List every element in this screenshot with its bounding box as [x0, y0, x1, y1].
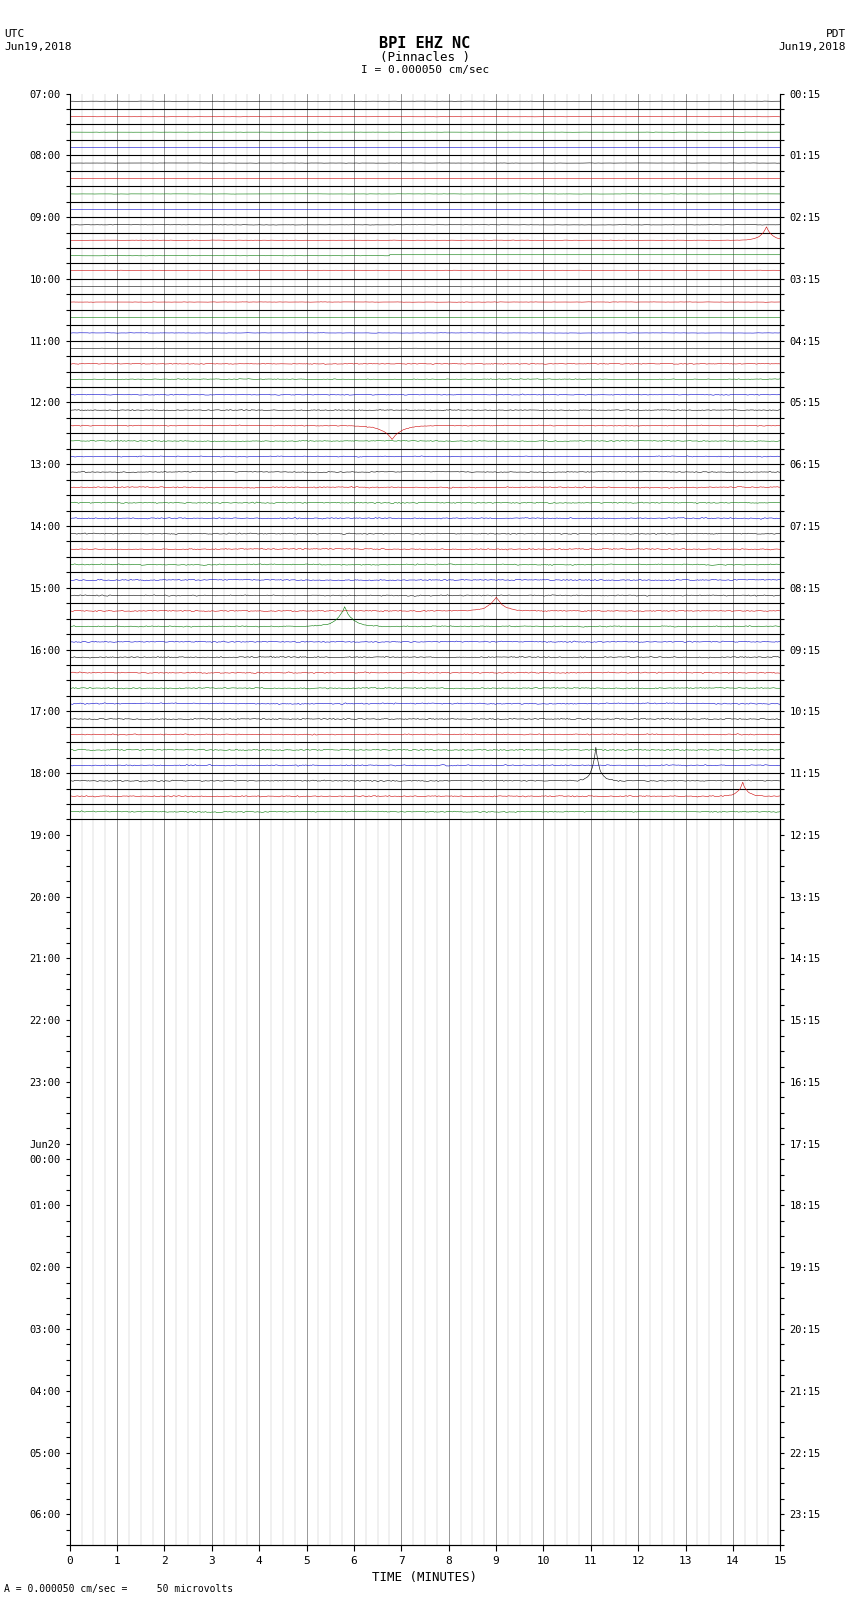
Text: PDT: PDT [825, 29, 846, 39]
Text: A = 0.000050 cm/sec =     50 microvolts: A = 0.000050 cm/sec = 50 microvolts [4, 1584, 234, 1594]
Text: (Pinnacles ): (Pinnacles ) [380, 50, 470, 65]
Text: Jun19,2018: Jun19,2018 [4, 42, 71, 52]
Text: BPI EHZ NC: BPI EHZ NC [379, 37, 471, 52]
Text: Jun19,2018: Jun19,2018 [779, 42, 846, 52]
Text: I = 0.000050 cm/sec: I = 0.000050 cm/sec [361, 65, 489, 74]
Text: UTC: UTC [4, 29, 25, 39]
X-axis label: TIME (MINUTES): TIME (MINUTES) [372, 1571, 478, 1584]
